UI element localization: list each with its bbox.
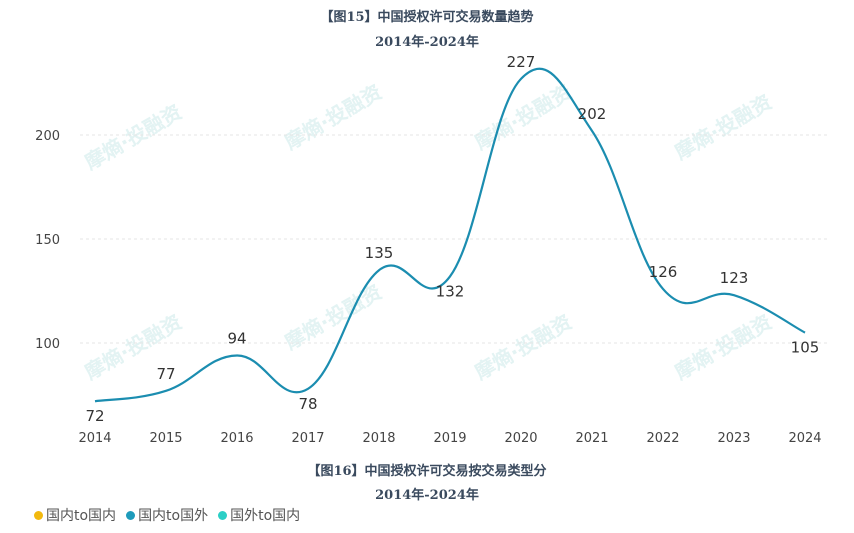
x-tick-label: 2014 (78, 431, 111, 446)
legend-item[interactable]: 国外to国内 (218, 505, 300, 525)
data-label: 132 (436, 282, 465, 300)
x-tick-label: 2019 (433, 431, 466, 446)
watermark: 摩熵·投融资 (671, 90, 776, 165)
x-tick-label: 2015 (149, 431, 182, 446)
next-chart-subtitle: 2014年-2024年 (375, 488, 479, 503)
legend-item[interactable]: 国内to国内 (34, 505, 116, 525)
x-tick-label: 2017 (291, 431, 324, 446)
y-tick-label: 100 (35, 337, 60, 352)
data-label: 94 (227, 329, 246, 347)
watermark: 摩熵·投融资 (471, 80, 576, 155)
next-chart-title: 【图16】中国授权许可交易按交易类型分 (307, 464, 547, 479)
data-label: 105 (791, 339, 820, 357)
x-tick-label: 2024 (788, 431, 821, 446)
data-label: 123 (720, 269, 749, 287)
data-label: 77 (156, 365, 175, 383)
data-label: 126 (649, 263, 678, 281)
watermark: 摩熵·投融资 (281, 80, 386, 155)
data-label: 227 (507, 53, 536, 71)
x-tick-label: 2021 (575, 431, 608, 446)
chart-title: 【图15】中国授权许可交易数量趋势 (320, 10, 534, 25)
watermark: 摩熵·投融资 (471, 310, 576, 385)
x-tick-label: 2023 (717, 431, 750, 446)
data-label: 72 (85, 407, 104, 425)
legend-dot (218, 510, 228, 520)
data-label: 202 (578, 105, 607, 123)
chart-subtitle: 2014年-2024年 (375, 35, 479, 50)
y-tick-label: 200 (35, 129, 60, 144)
legend: 国内to国内 国内to国外 国外to国内 (34, 505, 300, 525)
watermark: 摩熵·投融资 (81, 100, 186, 175)
legend-dot (34, 510, 43, 520)
x-tick-label: 2020 (504, 431, 537, 446)
watermark: 摩熵·投融资 (671, 310, 776, 385)
y-tick-label: 150 (35, 233, 60, 248)
data-label: 78 (298, 395, 317, 413)
legend-label: 国外to国内 (230, 508, 301, 524)
series-line (94, 67, 806, 403)
legend-label: 国内to国外 (138, 508, 209, 524)
legend-item[interactable]: 国内to国外 (126, 505, 208, 525)
x-tick-label: 2018 (362, 431, 395, 446)
legend-dot (126, 510, 136, 520)
x-tick-label: 2022 (646, 431, 679, 446)
x-tick-label: 2016 (220, 431, 253, 446)
data-label: 135 (365, 244, 394, 262)
legend-label: 国内to国内 (46, 508, 117, 524)
